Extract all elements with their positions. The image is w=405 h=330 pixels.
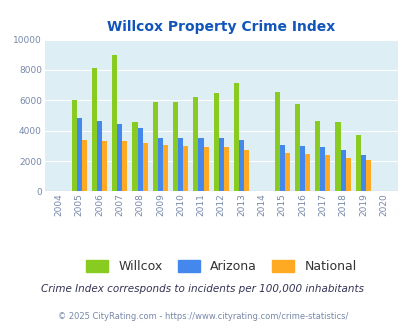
Bar <box>77 118 81 191</box>
Text: Crime Index corresponds to incidents per 100,000 inhabitants: Crime Index corresponds to incidents per… <box>41 284 364 294</box>
Bar <box>193 97 198 191</box>
Bar <box>81 140 87 191</box>
Bar <box>335 121 340 191</box>
Bar <box>360 155 365 191</box>
Bar <box>97 121 102 191</box>
Bar <box>314 121 320 191</box>
Bar <box>345 158 350 191</box>
Legend: Willcox, Arizona, National: Willcox, Arizona, National <box>81 255 361 278</box>
Bar <box>239 140 243 191</box>
Bar <box>132 121 137 191</box>
Bar <box>218 138 223 191</box>
Bar <box>355 135 360 191</box>
Title: Willcox Property Crime Index: Willcox Property Crime Index <box>107 20 335 34</box>
Text: © 2025 CityRating.com - https://www.cityrating.com/crime-statistics/: © 2025 CityRating.com - https://www.city… <box>58 313 347 321</box>
Bar <box>203 147 208 191</box>
Bar <box>198 138 203 191</box>
Bar <box>279 145 284 191</box>
Bar <box>183 146 188 191</box>
Bar <box>365 159 370 191</box>
Bar <box>223 148 228 191</box>
Bar <box>243 150 249 191</box>
Bar <box>299 146 304 191</box>
Bar <box>142 143 147 191</box>
Bar <box>137 128 142 191</box>
Bar <box>158 138 162 191</box>
Bar <box>162 145 168 191</box>
Bar <box>320 148 324 191</box>
Bar <box>178 138 183 191</box>
Bar <box>122 141 127 191</box>
Bar <box>324 155 330 191</box>
Bar <box>213 93 218 191</box>
Bar <box>340 150 345 191</box>
Bar <box>71 100 77 191</box>
Bar <box>92 68 97 191</box>
Bar <box>274 92 279 191</box>
Bar <box>117 124 122 191</box>
Bar <box>233 83 239 191</box>
Bar <box>304 154 309 191</box>
Bar <box>102 141 107 191</box>
Bar <box>173 102 178 191</box>
Bar <box>112 55 117 191</box>
Bar <box>294 104 299 191</box>
Bar <box>284 153 289 191</box>
Bar <box>152 102 158 191</box>
